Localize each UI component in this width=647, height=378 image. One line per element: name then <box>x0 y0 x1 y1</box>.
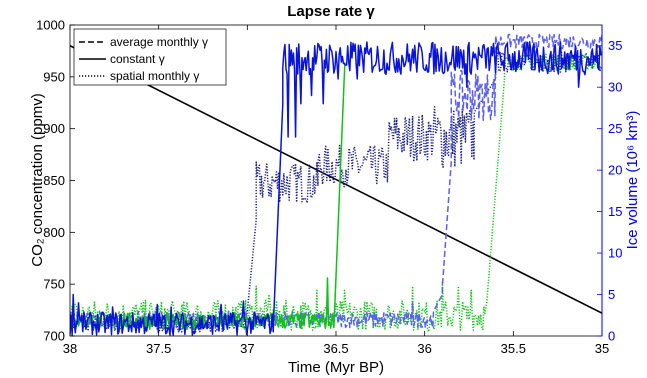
right-y-tick-label: 15 <box>608 204 622 219</box>
x-tick-label: 38 <box>63 341 77 356</box>
x-axis-ticks: 38 37.5 37 36.5 36 35.5 35 <box>63 25 609 356</box>
series-line-blue-solid <box>70 41 602 336</box>
right-y-tick-label: 20 <box>608 163 622 178</box>
left-y-tick-label: 850 <box>43 173 65 188</box>
left-y-tick-label: 700 <box>43 329 65 344</box>
legend: average monthly γ constant γ spatial mon… <box>73 28 227 86</box>
left-y-tick-label: 900 <box>43 121 65 136</box>
legend-label-average-monthly: average monthly γ <box>110 35 208 49</box>
left-y-axis-title: CO₂ concentration (ppmv) <box>29 93 46 266</box>
left-y-tick-label: 800 <box>43 225 65 240</box>
x-tick-label: 37.5 <box>146 341 171 356</box>
right-y-tick-label: 5 <box>608 287 615 302</box>
legend-box <box>73 28 227 86</box>
right-y-tick-label: 25 <box>608 121 622 136</box>
x-tick-label: 36 <box>417 341 431 356</box>
x-tick-label: 36.5 <box>323 341 348 356</box>
right-y-tick-label: 10 <box>608 246 622 261</box>
right-y-tick-label: 30 <box>608 80 622 95</box>
x-tick-label: 35.5 <box>501 341 526 356</box>
left-y-tick-label: 750 <box>43 277 65 292</box>
left-y-tick-label: 950 <box>43 69 65 84</box>
co2-line <box>70 45 602 314</box>
left-y-axis-ticks: 700 750 800 850 900 950 1000 <box>36 18 75 344</box>
x-axis-title: Time (Myr BP) <box>288 359 384 376</box>
chart-title: Lapse rate γ <box>287 3 375 20</box>
right-y-axis-title: Ice volume (10⁶ km³) <box>624 111 641 250</box>
legend-label-spatial-monthly: spatial monthly γ <box>110 69 199 83</box>
right-y-tick-label: 0 <box>608 329 615 344</box>
x-tick-label: 35 <box>595 341 609 356</box>
right-y-axis-ticks: 0 5 10 15 20 25 30 35 <box>597 38 622 344</box>
series-layer <box>70 33 602 336</box>
legend-label-constant: constant γ <box>110 52 165 66</box>
x-tick-label: 37 <box>240 341 254 356</box>
left-y-tick-label: 1000 <box>36 18 65 33</box>
right-y-tick-label: 35 <box>608 38 622 53</box>
